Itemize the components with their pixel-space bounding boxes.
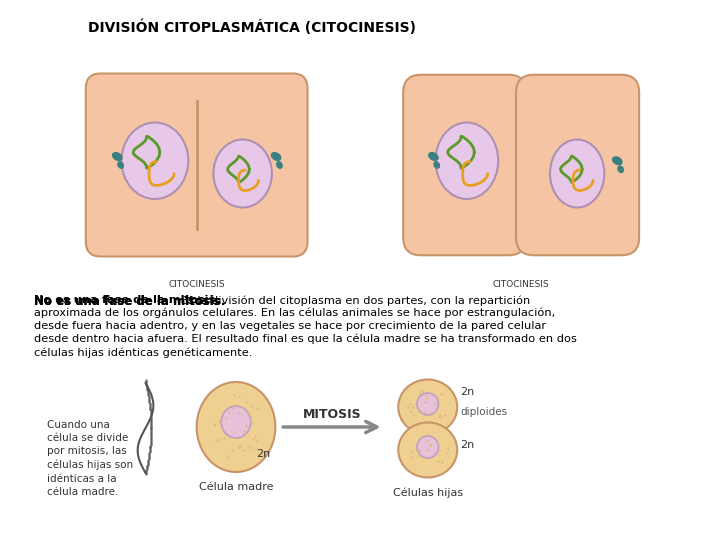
- Text: Cuando una
célula se divide
por mitosis, las
células hijas son
idénticas a la
cé: Cuando una célula se divide por mitosis,…: [48, 420, 133, 497]
- Ellipse shape: [417, 436, 438, 458]
- Text: No es una fase de la mitosis.: No es una fase de la mitosis.: [35, 295, 226, 308]
- Text: Es la división del citoplasma en dos partes, con la repartición: Es la división del citoplasma en dos par…: [177, 295, 530, 306]
- Text: aproximada de los orgánulos celulares. En las células animales se hace por estra: aproximada de los orgánulos celulares. E…: [35, 308, 556, 319]
- Ellipse shape: [434, 162, 439, 168]
- Ellipse shape: [122, 123, 189, 199]
- Ellipse shape: [118, 162, 123, 168]
- Ellipse shape: [112, 153, 122, 160]
- Ellipse shape: [613, 157, 622, 165]
- Ellipse shape: [428, 153, 438, 160]
- Text: CITOCINESIS: CITOCINESIS: [493, 280, 549, 289]
- Ellipse shape: [221, 406, 251, 438]
- Ellipse shape: [417, 393, 438, 415]
- Text: MITOSIS: MITOSIS: [302, 408, 361, 422]
- Text: desde fuera hacia adentro, y en las vegetales se hace por crecimiento de la pare: desde fuera hacia adentro, y en las vege…: [35, 321, 546, 331]
- FancyBboxPatch shape: [516, 75, 639, 255]
- Ellipse shape: [436, 123, 498, 199]
- FancyBboxPatch shape: [86, 73, 307, 256]
- Text: 2n: 2n: [256, 449, 270, 459]
- Text: Células hijas: Células hijas: [392, 488, 463, 498]
- Ellipse shape: [398, 422, 457, 477]
- Ellipse shape: [213, 139, 272, 207]
- Ellipse shape: [550, 139, 604, 207]
- Ellipse shape: [197, 382, 275, 472]
- Ellipse shape: [618, 166, 624, 172]
- Text: No es una fase de la mitosis.: No es una fase de la mitosis.: [35, 295, 226, 308]
- Text: diploides: diploides: [460, 407, 508, 417]
- FancyBboxPatch shape: [403, 75, 526, 255]
- Text: 2n: 2n: [460, 440, 474, 450]
- Ellipse shape: [271, 153, 281, 160]
- Text: Célula madre: Célula madre: [199, 482, 274, 492]
- Text: desde dentro hacia afuera. El resultado final es que la célula madre se ha trans: desde dentro hacia afuera. El resultado …: [35, 334, 577, 345]
- Text: No es una fase de la mitosis.: No es una fase de la mitosis.: [35, 295, 220, 305]
- Text: 2n: 2n: [460, 387, 474, 397]
- Ellipse shape: [398, 380, 457, 435]
- Text: CITOCINESIS: CITOCINESIS: [168, 280, 225, 289]
- Ellipse shape: [276, 162, 282, 168]
- Text: DIVISIÓN CITOPLASMÁTICA (CITOCINESIS): DIVISIÓN CITOPLASMÁTICA (CITOCINESIS): [89, 20, 416, 36]
- Text: células hijas idénticas genéticamente.: células hijas idénticas genéticamente.: [35, 347, 253, 357]
